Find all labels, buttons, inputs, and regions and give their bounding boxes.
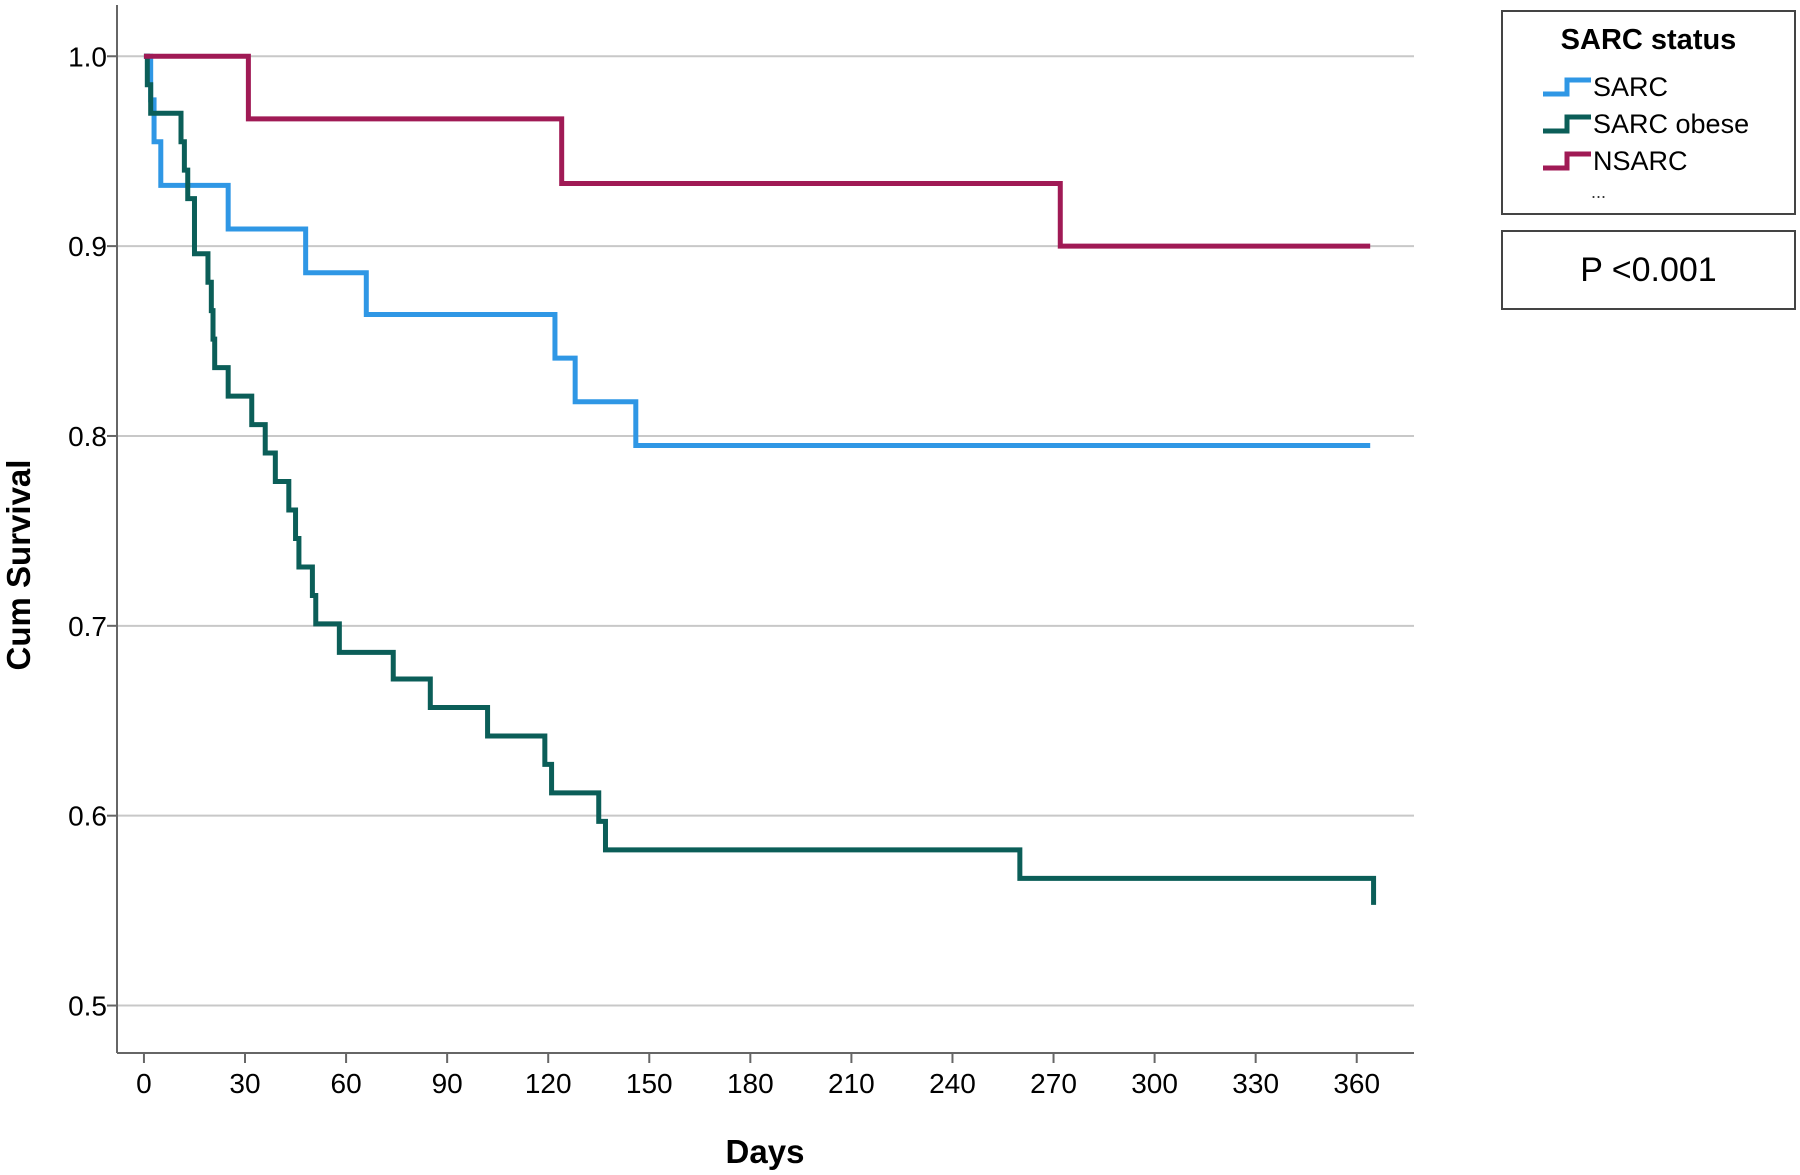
legend: SARC status SARC SARC obese NSARC ... [1501, 10, 1796, 215]
y-axis-title: Cum Survival [0, 460, 37, 671]
y-tick-label: 1.0 [68, 41, 107, 72]
x-tick-label: 210 [828, 1068, 875, 1099]
axes [116, 5, 1414, 1054]
legend-swatch-icon [1543, 77, 1591, 97]
legend-item: SARC [1543, 70, 1668, 104]
x-tick-label: 330 [1232, 1068, 1279, 1099]
series-line-sarc [143, 53, 1371, 448]
tick-labels: 0 30 60 90 120 150 180 210 240 270 300 330 360 0.5 0.6… [68, 41, 1380, 1099]
x-tick-label: 270 [1030, 1068, 1077, 1099]
x-tick-label: 0 [136, 1068, 152, 1099]
series-line-sarc-obese [143, 53, 1377, 905]
y-tick-label: 0.5 [68, 991, 107, 1022]
series-line-nsarc [143, 53, 1371, 249]
x-tick-label: 360 [1333, 1068, 1380, 1099]
legend-label: SARC obese [1593, 108, 1750, 139]
legend-more: ... [1591, 182, 1607, 202]
y-tick-label: 0.9 [68, 231, 107, 262]
legend-title: SARC status [1560, 24, 1737, 56]
y-tick-label: 0.8 [68, 421, 107, 452]
series-group [143, 53, 1377, 905]
x-tick-label: 150 [626, 1068, 673, 1099]
x-tick-label: 120 [525, 1068, 572, 1099]
legend-swatch-icon [1543, 151, 1591, 171]
x-tick-label: 300 [1131, 1068, 1178, 1099]
x-tick-label: 90 [432, 1068, 463, 1099]
x-tick-label: 60 [331, 1068, 362, 1099]
legend-item: NSARC [1543, 144, 1688, 178]
legend-swatch-icon [1543, 114, 1591, 134]
x-axis-title: Days [726, 1133, 805, 1170]
x-tick-label: 240 [929, 1068, 976, 1099]
x-tick-label: 180 [727, 1068, 774, 1099]
y-tick-label: 0.6 [68, 801, 107, 832]
grid-lines [117, 55, 1414, 1007]
p-value-annotation: P <0.001 [1501, 230, 1796, 310]
x-tick-label: 30 [229, 1068, 260, 1099]
legend-label: NSARC [1593, 145, 1688, 176]
y-tick-label: 0.7 [68, 611, 107, 642]
legend-label: SARC [1593, 71, 1669, 102]
legend-item: SARC obese [1543, 107, 1749, 141]
